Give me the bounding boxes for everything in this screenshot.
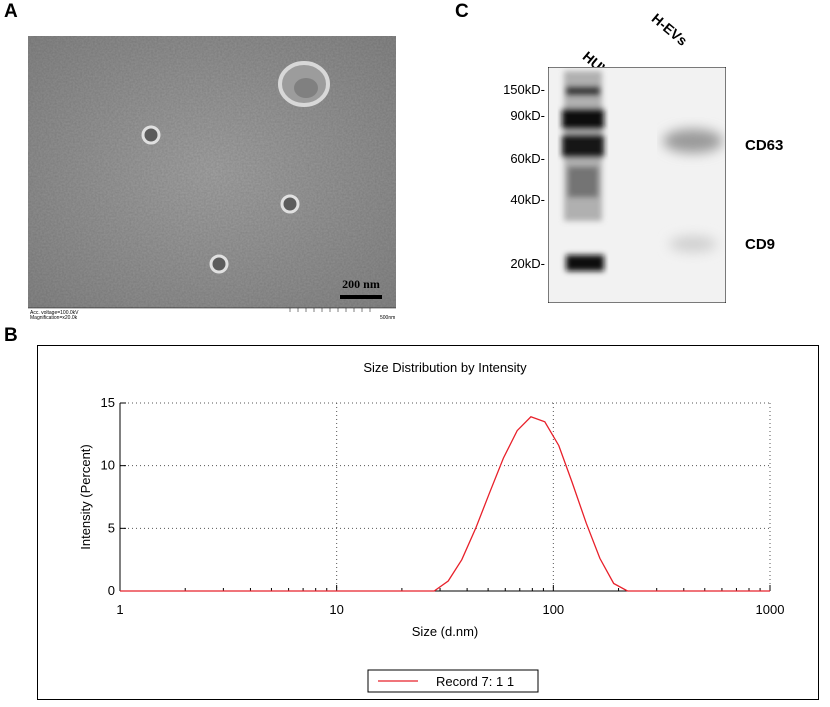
- tem-micrograph: 200 nm Acc. voltage=100.0kV Magnificatio…: [28, 36, 396, 321]
- protein-label-cd63: CD63: [745, 137, 784, 154]
- panel-label-b: B: [4, 325, 18, 346]
- x-tick-label: 100: [542, 602, 564, 617]
- marker-150kd: 150kD-: [503, 82, 545, 97]
- panel-label-c: C: [455, 1, 469, 22]
- tem-footer-ruler: [289, 308, 371, 312]
- legend-label: Record 7: 1 1: [436, 674, 514, 689]
- series-line: [120, 416, 770, 592]
- vesicle: [141, 125, 161, 145]
- protein-label-cd9: CD9: [745, 236, 776, 253]
- marker-90kd: 90kD-: [510, 108, 545, 123]
- vesicle: [278, 61, 330, 107]
- western-blot-image: [548, 67, 726, 303]
- vesicle: [209, 254, 229, 274]
- scale-bar-label: 200 nm: [342, 277, 380, 291]
- dls-chart-frame: Size Distribution by Intensity 1 10 100 1000…: [37, 345, 819, 700]
- marker-20kd: 20kD-: [510, 256, 545, 271]
- h-evs-lane: [663, 129, 723, 252]
- vesicle: [280, 194, 300, 214]
- x-axis-label: Size (d.nm): [412, 624, 478, 639]
- marker-60kd: 60kD-: [510, 151, 545, 166]
- chart-title: Size Distribution by Intensity: [363, 360, 527, 375]
- tem-footer-magnification: Magnification=x20.0k: [30, 315, 78, 321]
- x-tick-label: 10: [329, 602, 343, 617]
- scale-bar: [340, 295, 382, 299]
- y-axis-label: Intensity (Percent): [78, 444, 93, 550]
- lane-label-h-evs: H-EVs: [648, 10, 691, 49]
- y-tick-label: 10: [101, 458, 115, 473]
- legend-box: [367, 669, 539, 693]
- y-tick-label: 5: [108, 520, 115, 535]
- tem-footer-scale: 500nm: [380, 315, 395, 321]
- x-tick-label: 1000: [756, 602, 785, 617]
- y-tick-label: 0: [108, 583, 115, 598]
- marker-40kd: 40kD-: [510, 192, 545, 207]
- panel-label-a: A: [4, 1, 18, 22]
- y-tick-label: 15: [101, 395, 115, 410]
- x-tick-label: 1: [116, 602, 123, 617]
- tem-footer-voltage: Acc. voltage=100.0kV: [30, 310, 79, 316]
- huvecs-lane: [562, 71, 604, 271]
